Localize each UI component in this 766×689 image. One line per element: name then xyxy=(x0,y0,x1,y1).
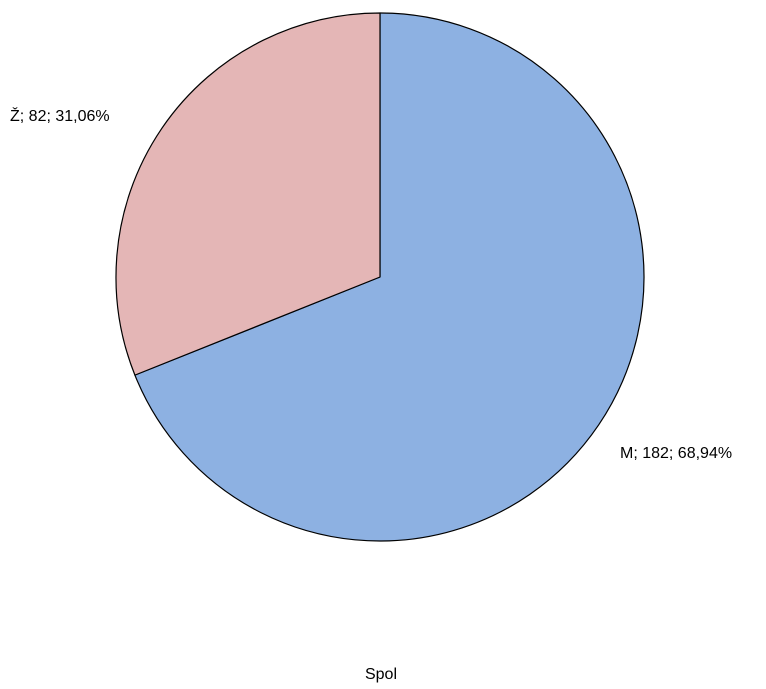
labels-layer: M; 182; 68,94% Ž; 82; 31,06% xyxy=(10,106,732,462)
category-axis-label: Spol xyxy=(365,666,397,683)
slice-label-m: M; 182; 68,94% xyxy=(620,445,732,462)
pie-slice-z xyxy=(115,12,381,376)
slices-layer xyxy=(115,12,645,542)
slice-label-z: Ž; 82; 31,06% xyxy=(10,106,110,125)
pie-slice-m xyxy=(134,12,645,542)
